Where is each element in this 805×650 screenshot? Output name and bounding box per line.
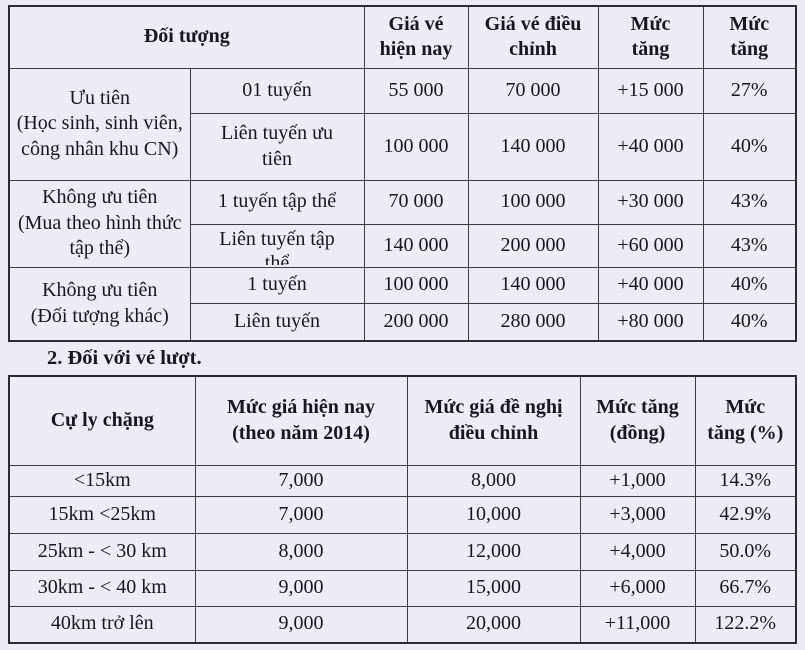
current-price-cell: 9,000 <box>194 569 408 607</box>
route-cell: 1 tuyến tập thể <box>189 179 365 225</box>
proposed-price-cell: 20,000 <box>406 605 581 644</box>
increase-amount-cell: +30 000 <box>597 179 704 225</box>
group-label-priority: Ưu tiên (Học sinh, sinh viên, công nhân … <box>8 67 191 181</box>
table-row: Liên tuyến 200 000 280 000 +80 000 40% <box>9 302 797 342</box>
increase-amount-cell: +60 000 <box>597 223 704 268</box>
distance-cell: <15km <box>8 464 196 497</box>
increase-amount-cell: +15 000 <box>597 67 704 114</box>
route-cell: Liên tuyến <box>189 302 365 342</box>
increase-amount-cell: +6,000 <box>579 569 696 607</box>
route-cell: Liên tuyến tập thể <box>189 223 365 268</box>
proposed-price-cell: 15,000 <box>406 569 581 607</box>
increase-amount-cell: +4,000 <box>579 532 696 571</box>
table-row: 30km - < 40 km 9,000 15,000 +6,000 66.7% <box>8 569 797 607</box>
proposed-price-cell: 8,000 <box>406 464 581 497</box>
header-increase-amount: Mức tăng <box>597 5 704 69</box>
current-price-cell: 200 000 <box>363 302 469 342</box>
increase-amount-cell: +11,000 <box>579 605 696 644</box>
header-current-price: Mức giá hiện nay (theo năm 2014) <box>194 375 408 466</box>
current-price-cell: 7,000 <box>194 495 408 534</box>
header-proposed-price: Mức giá đề nghị điều chỉnh <box>406 375 581 466</box>
increase-percent-cell: 43% <box>702 223 797 268</box>
header-increase-percent: Mức tăng <box>702 5 797 69</box>
distance-cell: 40km trở lên <box>8 605 196 644</box>
current-price-cell: 8,000 <box>194 532 408 571</box>
increase-percent-cell: 40% <box>702 266 797 304</box>
increase-percent-cell: 122.2% <box>694 605 797 644</box>
adjusted-price-cell: 70 000 <box>467 67 599 114</box>
header-subject: Đối tượng <box>8 5 365 69</box>
table-row: Không ưu tiên (Đối tượng khác) 1 tuyến 1… <box>8 266 797 342</box>
scanned-document-page: { "colors": { "background": "#edecf2", "… <box>0 5 805 650</box>
adjusted-price-cell: 140 000 <box>467 266 599 304</box>
header-current-price: Giá vé hiện nay <box>363 5 469 69</box>
header-increase-amount: Mức tăng (đồng) <box>579 375 696 466</box>
route-cell: 01 tuyến <box>189 67 365 114</box>
table-row: 15km <25km 7,000 10,000 +3,000 42.9% <box>8 495 797 534</box>
single-table-header-row: Cự ly chặng Mức giá hiện nay (theo năm 2… <box>8 375 797 466</box>
table-row: Liên tuyến tập thể 140 000 200 000 +60 0… <box>9 223 797 268</box>
group-label-collective: Không ưu tiên (Mua theo hình thức tập th… <box>8 179 191 268</box>
increase-percent-cell: 14.3% <box>694 464 797 497</box>
current-price-cell: 100 000 <box>363 266 469 304</box>
increase-percent-cell: 40% <box>702 302 797 342</box>
adjusted-price-cell: 200 000 <box>467 223 599 268</box>
header-increase-percent: Mức tăng (%) <box>694 375 797 466</box>
table-row: Liên tuyến ưu tiên 100 000 140 000 +40 0… <box>9 112 797 181</box>
section-2-title: 2. Đối với vé lượt. <box>47 347 202 369</box>
proposed-price-cell: 10,000 <box>406 495 581 534</box>
route-cell: 1 tuyến <box>189 266 365 304</box>
table-row: <15km 7,000 8,000 +1,000 14.3% <box>8 464 797 497</box>
distance-cell: 30km - < 40 km <box>8 569 196 607</box>
table-row: Không ưu tiên (Mua theo hình thức tập th… <box>8 179 797 268</box>
adjusted-price-cell: 100 000 <box>467 179 599 225</box>
increase-percent-cell: 27% <box>702 67 797 114</box>
increase-amount-cell: +80 000 <box>597 302 704 342</box>
increase-percent-cell: 66.7% <box>694 569 797 607</box>
clipped-route-text: Liên tuyến tập thể <box>219 227 335 265</box>
increase-amount-cell: +40 000 <box>597 266 704 304</box>
table-row: 40km trở lên 9,000 20,000 +11,000 122.2% <box>8 605 797 644</box>
header-adjusted-price: Giá vé điều chỉnh <box>467 5 599 69</box>
current-price-cell: 100 000 <box>363 112 469 181</box>
current-price-cell: 55 000 <box>363 67 469 114</box>
distance-cell: 25km - < 30 km <box>8 532 196 571</box>
adjusted-price-cell: 280 000 <box>467 302 599 342</box>
current-price-cell: 140 000 <box>363 223 469 268</box>
increase-amount-cell: +40 000 <box>597 112 704 181</box>
route-cell: Liên tuyến ưu tiên <box>189 112 365 181</box>
table-row: Ưu tiên (Học sinh, sinh viên, công nhân … <box>8 67 797 181</box>
increase-amount-cell: +1,000 <box>579 464 696 497</box>
increase-percent-cell: 42.9% <box>694 495 797 534</box>
monthly-table-header-row: Đối tượng Giá vé hiện nay Giá vé điều ch… <box>8 5 797 69</box>
current-price-cell: 7,000 <box>194 464 408 497</box>
table-row: 25km - < 30 km 8,000 12,000 +4,000 50.0% <box>8 532 797 571</box>
increase-percent-cell: 43% <box>702 179 797 225</box>
increase-percent-cell: 50.0% <box>694 532 797 571</box>
single-ticket-price-table: Cự ly chặng Mức giá hiện nay (theo năm 2… <box>8 375 797 644</box>
distance-cell: 15km <25km <box>8 495 196 534</box>
header-distance: Cự ly chặng <box>8 375 196 466</box>
adjusted-price-cell: 140 000 <box>467 112 599 181</box>
group-label-other: Không ưu tiên (Đối tượng khác) <box>8 266 191 342</box>
monthly-ticket-price-table: Đối tượng Giá vé hiện nay Giá vé điều ch… <box>8 5 798 342</box>
increase-amount-cell: +3,000 <box>579 495 696 534</box>
increase-percent-cell: 40% <box>702 112 797 181</box>
proposed-price-cell: 12,000 <box>406 532 581 571</box>
current-price-cell: 9,000 <box>194 605 408 644</box>
current-price-cell: 70 000 <box>363 179 469 225</box>
